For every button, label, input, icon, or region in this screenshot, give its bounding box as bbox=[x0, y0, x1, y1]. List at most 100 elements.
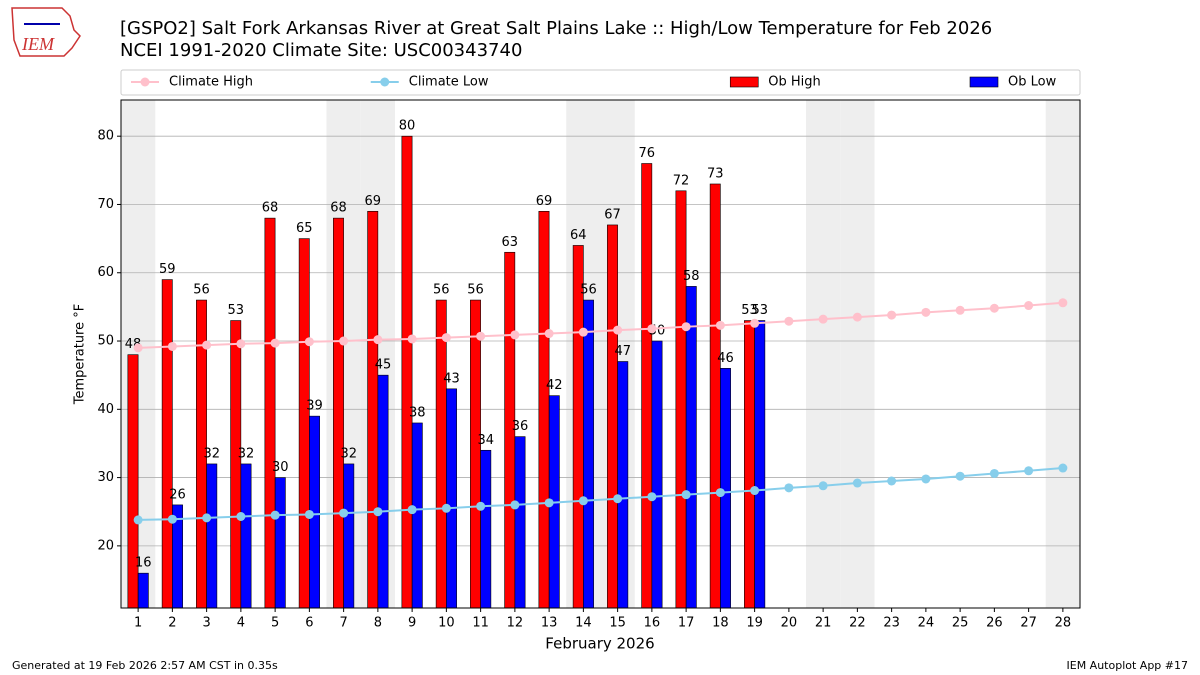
legend-box bbox=[120, 69, 1081, 96]
y-axis-label: Temperature °F bbox=[73, 304, 88, 405]
line-marker bbox=[304, 337, 314, 347]
line-marker bbox=[510, 500, 520, 510]
line-marker bbox=[818, 314, 828, 324]
chart-title: [GSPO2] Salt Fork Arkansas River at Grea… bbox=[120, 18, 992, 39]
y-tick-label: 50 bbox=[97, 334, 114, 349]
bar-value-label: 76 bbox=[638, 146, 655, 161]
x-tick-label: 17 bbox=[678, 616, 695, 631]
bar-value-label: 45 bbox=[375, 358, 392, 373]
bar-value-label: 34 bbox=[477, 433, 494, 448]
bar bbox=[377, 374, 389, 608]
legend-marker bbox=[380, 77, 390, 87]
bar-value-label: 42 bbox=[546, 378, 563, 393]
line-marker bbox=[544, 498, 554, 508]
bar-value-label: 67 bbox=[604, 207, 621, 222]
bar bbox=[127, 354, 139, 608]
bar-value-label: 63 bbox=[501, 235, 518, 250]
line-marker bbox=[407, 505, 417, 515]
line-marker bbox=[578, 327, 588, 337]
line-marker bbox=[784, 483, 794, 493]
bar-value-label: 65 bbox=[296, 221, 313, 236]
legend-label: Ob High bbox=[768, 75, 821, 90]
x-tick-label: 16 bbox=[644, 616, 661, 631]
line-marker bbox=[441, 503, 451, 513]
weekend-band bbox=[806, 100, 841, 608]
line-marker bbox=[955, 305, 965, 315]
line-marker bbox=[1058, 463, 1068, 473]
x-tick-label: 25 bbox=[952, 616, 969, 631]
bar bbox=[172, 504, 183, 608]
bar bbox=[607, 224, 618, 608]
y-tick-label: 60 bbox=[97, 265, 114, 280]
line-marker bbox=[510, 330, 520, 340]
line-marker bbox=[750, 318, 760, 328]
line-marker bbox=[544, 329, 554, 339]
logo-text: IEM bbox=[21, 34, 55, 54]
bar-value-label: 38 bbox=[409, 405, 426, 420]
plot-frame bbox=[120, 99, 1081, 609]
x-tick-label: 21 bbox=[815, 616, 832, 631]
bar bbox=[435, 299, 447, 608]
x-tick-label: 24 bbox=[918, 616, 935, 631]
y-tick-label: 70 bbox=[97, 197, 114, 212]
x-tick-label: 18 bbox=[712, 616, 729, 631]
bar bbox=[685, 286, 697, 608]
line-marker bbox=[1058, 298, 1068, 308]
x-tick-label: 1 bbox=[134, 616, 142, 631]
line-marker bbox=[167, 341, 177, 351]
legend-label: Ob Low bbox=[1008, 75, 1057, 90]
bar-value-label: 39 bbox=[306, 399, 323, 414]
bar-value-label: 46 bbox=[717, 351, 734, 366]
line-marker bbox=[887, 476, 897, 486]
line-marker bbox=[133, 515, 143, 525]
bar-value-label: 56 bbox=[193, 283, 210, 298]
x-tick-label: 11 bbox=[472, 616, 489, 631]
line-marker bbox=[270, 338, 280, 348]
x-tick-label: 7 bbox=[339, 616, 347, 631]
footer-left: Generated at 19 Feb 2026 2:57 AM CST in … bbox=[12, 659, 278, 672]
bar bbox=[137, 572, 149, 608]
bar-value-label: 56 bbox=[433, 283, 450, 298]
x-tick-label: 4 bbox=[237, 616, 245, 631]
bar-value-label: 53 bbox=[741, 303, 758, 318]
line-marker bbox=[407, 334, 417, 344]
line-marker bbox=[202, 340, 212, 350]
bar bbox=[298, 238, 310, 608]
bar bbox=[617, 361, 629, 608]
bar bbox=[709, 183, 721, 608]
y-tick-label: 40 bbox=[97, 402, 114, 417]
x-tick-label: 8 bbox=[374, 616, 382, 631]
bar-value-label: 69 bbox=[364, 194, 381, 209]
x-tick-label: 27 bbox=[1020, 616, 1037, 631]
bar bbox=[538, 210, 550, 608]
x-tick-label: 3 bbox=[202, 616, 210, 631]
bar bbox=[754, 320, 766, 608]
bar bbox=[744, 320, 755, 608]
line-marker bbox=[750, 486, 760, 496]
weekend-band bbox=[1045, 100, 1080, 608]
bar-value-label: 73 bbox=[707, 166, 724, 181]
bar-value-label: 53 bbox=[227, 303, 244, 318]
legend-label: Climate High bbox=[169, 75, 253, 90]
legend-marker bbox=[140, 77, 150, 87]
bar bbox=[264, 217, 276, 608]
bar-value-label: 56 bbox=[467, 283, 484, 298]
line-marker bbox=[715, 320, 725, 330]
line-marker bbox=[476, 501, 486, 511]
line bbox=[138, 467, 1063, 521]
line-marker bbox=[236, 512, 246, 522]
line-marker bbox=[373, 507, 383, 517]
x-tick-label: 10 bbox=[438, 616, 455, 631]
x-tick-label: 19 bbox=[746, 616, 763, 631]
bar-value-label: 80 bbox=[399, 119, 416, 134]
line-marker bbox=[476, 331, 486, 341]
bar-value-label: 16 bbox=[135, 556, 152, 571]
bar bbox=[470, 299, 481, 608]
line-marker bbox=[681, 322, 691, 332]
bar-value-label: 69 bbox=[536, 194, 553, 209]
line-marker bbox=[613, 325, 623, 335]
logo: IEM bbox=[11, 7, 81, 57]
bar bbox=[401, 135, 413, 608]
bar bbox=[274, 477, 286, 608]
bar bbox=[480, 449, 492, 608]
